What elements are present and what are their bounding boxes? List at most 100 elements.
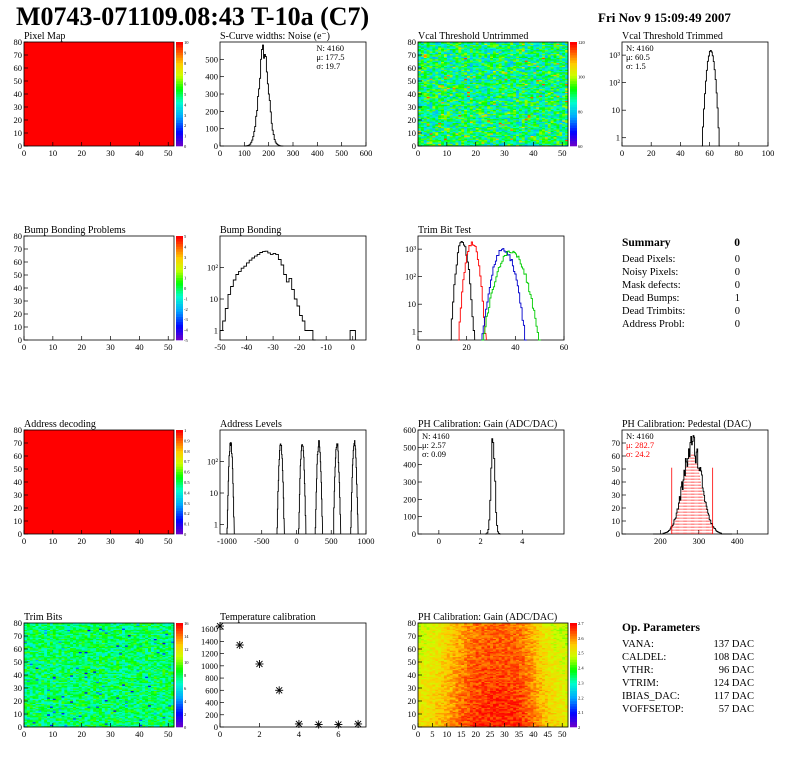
heatmap-cell: [461, 139, 465, 142]
palette-segment: [176, 272, 183, 276]
heatmap-cell: [550, 118, 554, 121]
heatmap-cell: [458, 43, 462, 45]
heatmap-cell: [487, 84, 491, 87]
heatmap-cell: [556, 125, 560, 127]
heatmap-cell: [458, 101, 462, 104]
heatmap-cell: [544, 135, 549, 138]
palette-segment: [176, 117, 183, 121]
palette-segment: [176, 114, 183, 118]
heatmap-cell: [455, 118, 459, 121]
heatmap-cell: [518, 134, 523, 136]
heatmap-cell: [435, 113, 439, 116]
heatmap-cell: [536, 109, 540, 112]
heatmap-cell: [432, 101, 436, 104]
y-tick-label: 50: [612, 464, 621, 474]
heatmap-cell: [426, 103, 430, 105]
heatmap-cell: [542, 45, 546, 48]
heatmap-cell: [490, 101, 494, 104]
heatmap-cell: [26, 651, 31, 654]
heatmap-cell: [510, 66, 514, 69]
heatmap-cell: [487, 118, 491, 121]
heatmap-cell: [443, 45, 448, 48]
heatmap-cell: [32, 693, 36, 695]
palette-segment: [176, 256, 183, 260]
heatmap-cell: [446, 126, 451, 129]
heatmap-cell: [418, 130, 422, 133]
heatmap-cell: [469, 83, 474, 86]
heatmap-cell: [547, 69, 552, 71]
heatmap-cell: [550, 127, 554, 130]
heatmap-cell: [469, 133, 474, 135]
heatmap-cell: [467, 48, 471, 51]
heatmap-cell: [518, 100, 523, 103]
heatmap-cell: [24, 699, 28, 702]
heatmap-cell: [518, 142, 523, 144]
heatmap-cell: [429, 126, 433, 129]
heatmap-cell: [429, 61, 433, 64]
heatmap-cell: [495, 100, 500, 103]
heatmap-cell: [461, 129, 465, 131]
heatmap-cell: [478, 61, 482, 64]
heatmap-cell: [490, 139, 494, 142]
heatmap-cell: [542, 62, 546, 65]
palette-segment: [570, 44, 577, 48]
heatmap-cell: [513, 86, 517, 88]
heatmap-cell: [449, 55, 454, 57]
heatmap-cell: [29, 688, 34, 690]
heatmap-cell: [510, 90, 514, 92]
heatmap-cell: [562, 126, 566, 129]
heatmap-cell: [565, 88, 569, 91]
heatmap-cell: [516, 61, 520, 64]
heatmap-cell: [24, 685, 28, 688]
heatmap-cell: [461, 109, 465, 112]
heatmap-cell: [539, 75, 543, 78]
heatmap-cell: [452, 48, 456, 51]
x-tick-label: 60: [705, 148, 714, 158]
palette-segment: [176, 334, 183, 338]
heatmap-cell: [435, 100, 439, 103]
heatmap-cell: [544, 87, 549, 90]
heatmap-cell: [429, 121, 433, 123]
heatmap-cell: [429, 100, 433, 103]
heatmap-cell: [559, 135, 563, 138]
heatmap-cell: [513, 55, 517, 57]
heatmap-cell: [461, 53, 465, 56]
y-tick-label: 30: [14, 102, 23, 112]
heatmap-cell: [547, 51, 552, 53]
heatmap-cell: [449, 88, 454, 91]
heatmap-cell: [441, 73, 445, 75]
heatmap-cell: [435, 83, 439, 86]
heatmap-cell: [32, 698, 36, 701]
heatmap-cell: [481, 97, 485, 100]
heatmap-cell: [547, 136, 552, 139]
heatmap-cell: [536, 56, 540, 58]
heatmap-cell: [524, 73, 529, 75]
heatmap-cell: [426, 109, 430, 112]
heatmap-cell: [504, 55, 508, 57]
heatmap-cell: [553, 139, 557, 142]
palette-segment: [176, 471, 183, 475]
heatmap-cell: [464, 64, 468, 66]
heatmap-cell: [29, 637, 34, 639]
heatmap-cell: [435, 43, 439, 45]
heatmap-cell: [490, 90, 494, 92]
heatmap-cell: [446, 66, 451, 69]
ph-pedestal-chart: PH Calibration: Pedestal (DAC)200 300 4000…: [612, 419, 769, 546]
heatmap-cell: [504, 74, 508, 77]
heatmap-cell: [524, 78, 529, 81]
heatmap-cell: [469, 42, 474, 44]
heatmap-cell: [418, 107, 422, 109]
heatmap-cell: [429, 77, 433, 79]
heatmap-cell: [481, 60, 485, 62]
heatmap-cell: [449, 96, 454, 99]
heatmap-cell: [432, 86, 436, 88]
heatmap-cell: [533, 65, 537, 68]
heatmap-cell: [507, 78, 511, 81]
heatmap-cell: [487, 130, 491, 133]
y-tick-label: 10: [210, 294, 219, 304]
y-tick-label: 500: [403, 442, 416, 452]
heatmap-cell: [478, 70, 482, 73]
heatmap-cell: [524, 42, 529, 44]
heatmap-cell: [443, 127, 448, 130]
heatmap-cell: [527, 91, 531, 94]
